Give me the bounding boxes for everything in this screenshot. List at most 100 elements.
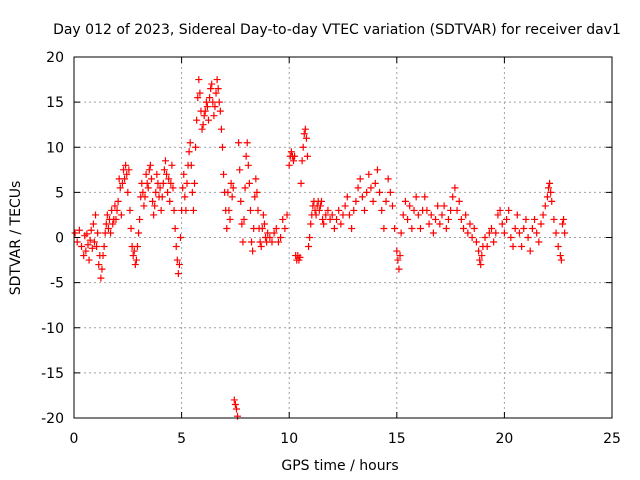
y-tick-label: 0 — [55, 231, 64, 247]
data-point — [93, 243, 101, 251]
data-point — [200, 112, 208, 120]
data-point — [498, 220, 506, 228]
data-point — [89, 220, 97, 228]
data-point — [394, 256, 402, 264]
data-point — [193, 116, 201, 124]
data-point — [300, 130, 308, 138]
x-tick-label: 20 — [495, 431, 513, 447]
data-point — [172, 243, 180, 251]
data-point — [187, 161, 195, 169]
data-point — [151, 202, 159, 210]
data-point — [487, 224, 495, 232]
data-point — [393, 247, 401, 255]
data-point — [124, 188, 132, 196]
data-point — [186, 139, 194, 147]
data-point — [557, 256, 565, 264]
data-point — [396, 252, 404, 260]
data-point — [548, 197, 556, 205]
data-point — [281, 224, 289, 232]
data-point — [371, 179, 379, 187]
data-point — [129, 252, 137, 260]
data-point — [468, 234, 476, 241]
data-point — [356, 175, 364, 183]
data-point — [380, 224, 388, 232]
data-point — [515, 229, 523, 237]
data-point — [232, 405, 240, 413]
data-point — [143, 179, 151, 187]
data-point — [239, 238, 247, 246]
data-point — [449, 193, 457, 201]
data-point — [130, 247, 138, 255]
data-point — [136, 215, 144, 223]
data-point — [252, 175, 260, 183]
data-point — [382, 197, 390, 205]
data-point — [524, 234, 532, 241]
data-point — [339, 211, 347, 219]
data-point — [241, 184, 249, 192]
data-point — [238, 220, 246, 228]
data-point — [330, 224, 338, 232]
data-point — [298, 157, 306, 165]
data-point — [388, 202, 396, 210]
data-point — [386, 188, 394, 196]
data-point — [429, 229, 437, 237]
data-point — [71, 229, 79, 237]
data-point — [104, 224, 112, 232]
data-point — [185, 148, 193, 156]
data-point — [223, 224, 231, 232]
data-point — [408, 224, 416, 232]
data-point — [290, 157, 298, 165]
data-point — [365, 170, 373, 178]
data-point — [442, 224, 450, 232]
data-point — [88, 244, 96, 252]
data-point — [291, 152, 299, 160]
data-point — [73, 238, 81, 246]
data-point — [146, 161, 154, 169]
data-point — [245, 179, 253, 187]
data-point — [114, 197, 122, 205]
data-point — [354, 184, 362, 192]
data-point — [337, 220, 345, 228]
data-point — [539, 211, 547, 219]
data-point — [142, 170, 150, 178]
data-point — [206, 94, 214, 102]
data-point — [177, 234, 185, 241]
data-point — [75, 226, 83, 234]
data-point — [543, 193, 551, 201]
data-point — [231, 400, 239, 408]
data-point — [144, 184, 152, 192]
data-point — [277, 234, 285, 241]
data-point — [100, 243, 108, 251]
data-point — [416, 224, 424, 232]
data-point — [333, 215, 341, 223]
data-point — [211, 103, 219, 111]
data-point — [401, 197, 409, 205]
data-point — [511, 224, 519, 232]
data-point — [258, 224, 266, 232]
data-point — [236, 166, 244, 174]
data-point — [98, 265, 106, 273]
data-point — [324, 206, 332, 214]
data-point — [272, 224, 280, 232]
data-point — [260, 220, 268, 228]
data-point — [131, 261, 139, 269]
y-tick-label: -15 — [41, 366, 64, 382]
data-point — [168, 161, 176, 169]
data-point — [535, 238, 543, 246]
data-point — [472, 238, 480, 246]
data-point — [421, 193, 429, 201]
data-point — [135, 229, 143, 237]
data-point — [167, 179, 175, 187]
data-point — [111, 202, 119, 210]
data-point — [123, 170, 131, 178]
data-point — [268, 238, 276, 246]
data-point — [490, 238, 498, 246]
data-point — [492, 229, 500, 237]
data-point — [246, 206, 254, 214]
data-point — [213, 76, 221, 84]
data-point — [546, 179, 554, 187]
data-point — [320, 220, 328, 228]
data-point — [494, 211, 502, 219]
data-point — [188, 188, 196, 196]
